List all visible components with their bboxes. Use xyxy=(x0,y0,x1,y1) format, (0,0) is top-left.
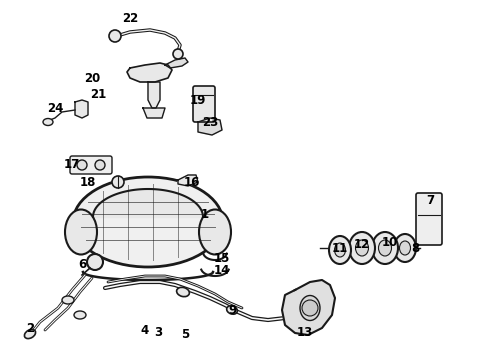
Polygon shape xyxy=(75,100,88,118)
Ellipse shape xyxy=(73,177,223,267)
Circle shape xyxy=(87,254,103,270)
Ellipse shape xyxy=(65,210,97,255)
Ellipse shape xyxy=(335,243,345,257)
Circle shape xyxy=(302,300,318,316)
Polygon shape xyxy=(178,175,198,186)
Text: 22: 22 xyxy=(122,12,138,24)
Text: 19: 19 xyxy=(190,94,206,107)
Ellipse shape xyxy=(349,232,375,264)
Text: 17: 17 xyxy=(64,158,80,171)
Text: 9: 9 xyxy=(228,303,236,316)
Text: 11: 11 xyxy=(332,242,348,255)
Text: 21: 21 xyxy=(90,89,106,102)
Circle shape xyxy=(109,30,121,42)
Text: 5: 5 xyxy=(181,328,189,342)
Text: 6: 6 xyxy=(78,258,86,271)
Polygon shape xyxy=(143,108,165,118)
Text: 18: 18 xyxy=(80,176,96,189)
Ellipse shape xyxy=(74,311,86,319)
FancyBboxPatch shape xyxy=(416,193,442,245)
Polygon shape xyxy=(127,63,172,82)
Ellipse shape xyxy=(399,241,411,255)
Text: 12: 12 xyxy=(354,238,370,252)
Ellipse shape xyxy=(199,210,231,255)
Ellipse shape xyxy=(62,296,74,304)
Ellipse shape xyxy=(329,236,351,264)
Text: 23: 23 xyxy=(202,116,218,129)
Text: 14: 14 xyxy=(214,264,230,276)
Polygon shape xyxy=(165,58,188,68)
Ellipse shape xyxy=(372,232,398,264)
FancyBboxPatch shape xyxy=(70,156,112,174)
Circle shape xyxy=(173,49,183,59)
Ellipse shape xyxy=(24,329,36,339)
Ellipse shape xyxy=(227,306,237,314)
Text: 13: 13 xyxy=(297,325,313,338)
Polygon shape xyxy=(198,118,222,135)
Ellipse shape xyxy=(394,234,416,262)
Text: 15: 15 xyxy=(214,252,230,265)
Ellipse shape xyxy=(300,296,320,320)
Circle shape xyxy=(77,160,87,170)
Ellipse shape xyxy=(43,118,53,126)
Circle shape xyxy=(112,176,124,188)
Circle shape xyxy=(95,160,105,170)
Text: 10: 10 xyxy=(382,237,398,249)
Text: 7: 7 xyxy=(426,194,434,207)
Polygon shape xyxy=(148,82,160,108)
Text: 8: 8 xyxy=(411,242,419,255)
Ellipse shape xyxy=(176,287,190,297)
Text: 16: 16 xyxy=(184,176,200,189)
Text: 24: 24 xyxy=(47,102,63,114)
FancyBboxPatch shape xyxy=(193,86,215,122)
Text: 1: 1 xyxy=(201,208,209,221)
Text: 4: 4 xyxy=(141,324,149,337)
Polygon shape xyxy=(282,280,335,335)
Text: 3: 3 xyxy=(154,327,162,339)
Ellipse shape xyxy=(356,240,368,256)
Text: 2: 2 xyxy=(26,321,34,334)
Text: 20: 20 xyxy=(84,72,100,85)
Ellipse shape xyxy=(378,240,392,256)
